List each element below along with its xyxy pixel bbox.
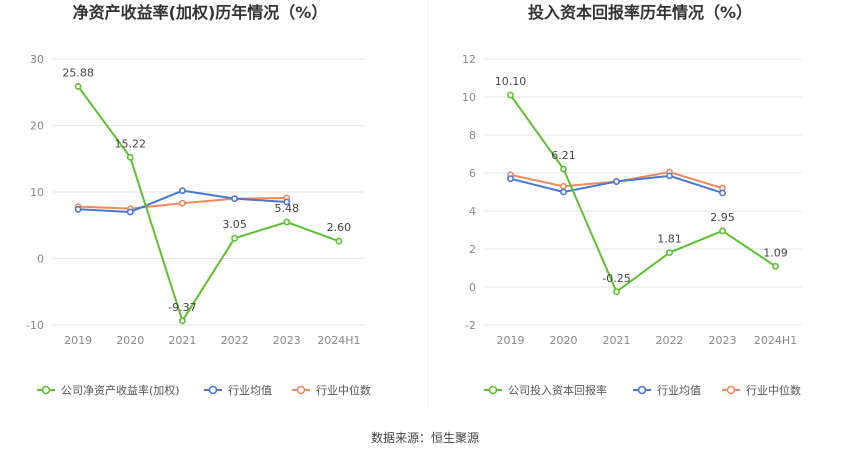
data-label: 6.21 [551, 149, 576, 162]
roe-chart-panel: 净资产收益率(加权)历年情况（%） -10 0 10 20 30 2019 2020 2021 2… [26, 3, 371, 397]
y-tick-label: 0 [37, 253, 44, 266]
x-tick-label: 2023 [709, 334, 737, 347]
x-tick-label: 2022 [221, 334, 249, 347]
data-point [179, 317, 186, 325]
legend-label: 行业中位数 [316, 383, 371, 397]
legend-label: 行业均值 [657, 384, 701, 397]
x-tick-label: 2019 [64, 334, 92, 347]
legend-label: 公司净资产收益率(加权) [61, 383, 180, 397]
x-tick-label: 2020 [116, 334, 144, 347]
data-point [772, 262, 779, 270]
y-tick-label: 0 [469, 281, 476, 294]
data-label: 3.05 [222, 218, 247, 231]
chart-title: 净资产收益率(加权)历年情况（%） [73, 3, 328, 22]
series-line [509, 94, 777, 293]
data-point [507, 91, 514, 99]
data-label: -9.37 [168, 301, 196, 314]
y-tick-label: 6 [469, 167, 476, 180]
data-label: 15.22 [115, 137, 147, 150]
data-point [507, 175, 514, 183]
y-tick-label: 8 [469, 129, 476, 142]
x-tick-label: 2021 [168, 334, 196, 347]
data-label: 1.81 [657, 233, 682, 246]
y-tick-label: 20 [30, 120, 44, 133]
roic-chart-panel: 投入资本回报率历年情况（%） -2 0 2 4 6 8 10 12 2019 2020 2021 202… [462, 3, 802, 397]
data-label: 10.10 [495, 75, 527, 88]
x-tick-label: 2019 [497, 334, 525, 347]
data-point [126, 153, 134, 161]
legend-swatch-marker [488, 385, 498, 395]
x-tick-label: 2024H1 [317, 334, 360, 347]
x-tick-label: 2022 [656, 334, 684, 347]
legend-swatch-marker [41, 385, 51, 395]
data-point [231, 195, 238, 203]
data-label: 5.48 [275, 202, 300, 215]
y-tick-label: -10 [26, 319, 44, 332]
y-tick-label: -2 [465, 319, 476, 332]
data-point [560, 188, 567, 196]
data-point [560, 165, 567, 173]
data-point [231, 234, 238, 242]
legend-label: 行业均值 [228, 384, 272, 397]
data-point [74, 205, 82, 213]
data-point [613, 288, 620, 296]
x-tick-label: 2024H1 [754, 334, 797, 347]
data-label: 1.09 [763, 246, 788, 259]
x-tick-label: 2023 [273, 334, 301, 347]
legend-swatch-marker [208, 385, 218, 395]
legend-swatch-marker [637, 385, 647, 395]
data-point [74, 82, 82, 90]
chart-title: 投入资本回报率历年情况（%） [528, 3, 752, 22]
data-point [179, 187, 186, 195]
data-point [666, 249, 673, 257]
data-label: -0.25 [602, 272, 630, 285]
data-label: 2.60 [327, 221, 352, 234]
y-tick-label: 10 [462, 91, 476, 104]
source-label: 数据来源：恒生聚源 [371, 430, 479, 445]
y-tick-label: 2 [469, 243, 476, 256]
data-point [666, 172, 673, 180]
data-point [719, 189, 726, 197]
series-line [77, 85, 340, 322]
data-point [283, 218, 291, 226]
data-label: 2.95 [710, 211, 735, 224]
legend-swatch-marker [726, 385, 736, 395]
data-point [126, 208, 134, 216]
legend-label: 行业中位数 [746, 383, 801, 397]
data-point [283, 198, 291, 206]
data-point [613, 178, 620, 185]
data-point [179, 199, 186, 207]
y-tick-label: 4 [469, 205, 476, 218]
data-point [335, 237, 343, 245]
x-tick-label: 2020 [550, 334, 578, 347]
data-point [560, 182, 567, 190]
legend-swatch-marker [296, 385, 306, 395]
y-tick-label: 30 [30, 53, 44, 66]
data-label: 25.88 [62, 66, 94, 79]
legend-label: 公司投入资本回报率 [508, 383, 607, 397]
y-tick-label: 12 [462, 53, 476, 66]
y-tick-label: 10 [30, 186, 44, 199]
x-tick-label: 2021 [603, 334, 631, 347]
data-point [719, 227, 726, 235]
